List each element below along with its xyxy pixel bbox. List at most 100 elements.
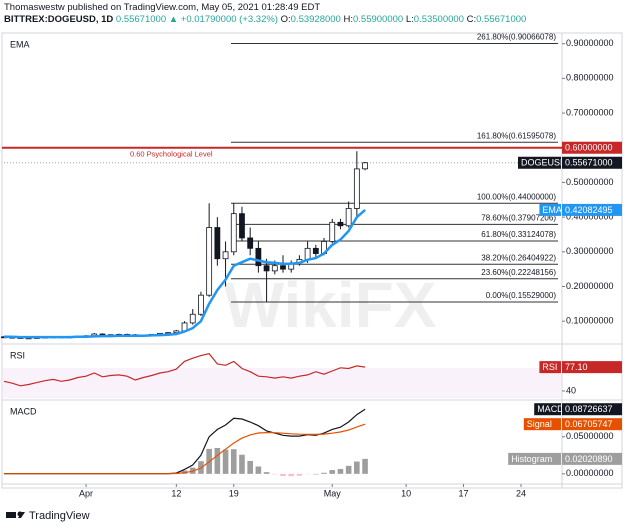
y-tick-label: 0.00000000 <box>566 468 614 478</box>
y-tick-label: 0.20000000 <box>566 281 614 291</box>
y-tick-label: 0.05000000 <box>566 431 614 441</box>
series-name-label: RSI <box>542 362 557 372</box>
price-name-label: DOGEUSD <box>521 158 567 168</box>
candle-body <box>173 330 180 334</box>
candle-body <box>329 221 336 242</box>
series-line <box>4 408 366 475</box>
rsi-band <box>2 368 562 398</box>
series-name-label-box <box>539 361 561 374</box>
watermark: WikiFX <box>224 269 437 341</box>
x-tick-label: 19 <box>229 488 239 498</box>
series-name-label-box <box>508 452 561 465</box>
series-value-label: 0.42082495 <box>565 205 613 215</box>
symbol: BITTREX:DOGEUSD, 1D <box>4 14 114 25</box>
quote-line: BITTREX:DOGEUSD, 1D 0.55671000 ▲ +0.0179… <box>4 14 526 26</box>
level-axis-label: 0.60000000 <box>565 143 613 153</box>
ohlc-key: L: <box>405 14 414 25</box>
ohlc-key: C: <box>466 14 477 25</box>
histogram-bar <box>362 458 368 474</box>
candle-body <box>353 168 360 209</box>
candle-body <box>222 251 229 260</box>
x-tick-label: 12 <box>171 488 181 498</box>
histogram-bar <box>337 469 344 474</box>
footer-logo <box>6 511 25 518</box>
series-value-label-box <box>562 418 622 431</box>
histogram-bar <box>280 473 286 476</box>
histogram-bar <box>214 448 221 474</box>
ohlc-key: O: <box>280 14 291 25</box>
y-tick-label: 0.50000000 <box>566 177 614 187</box>
ohlc-value: 0.55671000 <box>476 14 527 25</box>
y-tick-label: 0.80000000 <box>566 73 614 83</box>
series-name-label-box <box>534 403 561 416</box>
ohlc-key: H: <box>343 14 353 25</box>
series-line <box>4 208 366 339</box>
candle-body <box>198 294 204 315</box>
price-name-label-box <box>518 156 561 169</box>
series-name-label: MACD <box>537 404 564 414</box>
logo-shape <box>6 512 16 518</box>
candle-body <box>345 208 352 227</box>
x-tick-label: 17 <box>459 488 469 498</box>
series-line <box>3 353 366 387</box>
x-tick-label: Apr <box>79 488 93 498</box>
series-value-label: 0.08726637 <box>565 404 613 414</box>
candle-body <box>247 237 254 249</box>
series-name-label: Signal <box>527 419 552 429</box>
series-line <box>4 423 366 475</box>
y-tick-label: 40 <box>566 385 576 395</box>
candle-body <box>280 265 286 270</box>
histogram-bar <box>288 473 295 477</box>
histogram-bar <box>222 449 229 474</box>
series-value-label-box <box>562 203 622 216</box>
logo-shape <box>18 512 25 518</box>
histogram-bar <box>296 473 303 476</box>
level-label: 0.60 Psychological Level <box>130 150 213 159</box>
fib-label: 0.00%(0.15529000) <box>486 291 557 300</box>
y-tick-label: 0.90000000 <box>566 38 614 48</box>
y-tick-label: 0.40000000 <box>566 211 614 221</box>
x-tick-label: 10 <box>401 488 411 498</box>
candle-body <box>255 247 262 267</box>
candle-body <box>337 221 344 227</box>
histogram-bar <box>247 460 253 474</box>
fib-label: 100.00%(0.44000000) <box>477 192 557 201</box>
histogram-bar <box>230 449 237 474</box>
series-value-label: 0.06705747 <box>565 419 613 429</box>
change: 0.55671000 ▲ +0.01790000 (+3.32%) <box>115 14 278 25</box>
series-name-label: EMA <box>542 205 562 215</box>
histogram-bar <box>313 473 319 475</box>
histogram-bar <box>239 454 245 474</box>
candle-body <box>304 247 311 260</box>
ohlc-value: 0.53500000 <box>413 14 464 25</box>
candle-body <box>239 213 245 239</box>
header: Thomaswestw published on TradingView.com… <box>4 2 526 26</box>
candle-body <box>214 227 221 260</box>
x-tick-label: 24 <box>516 488 526 498</box>
footer-brand: TradingView <box>29 510 90 522</box>
candle-body <box>206 227 213 296</box>
byline: Thomaswestw published on TradingView.com… <box>4 2 321 13</box>
series-name-label-box <box>523 418 561 431</box>
level-axis-label-box <box>562 141 622 154</box>
fib-label: 161.80%(0.61595078) <box>477 131 557 140</box>
panel-title: EMA <box>10 39 30 49</box>
candle-body <box>189 313 196 324</box>
ohlc-value: 0.55900000 <box>352 14 404 25</box>
histogram-bar <box>321 472 327 474</box>
series-value-label: 0.02020890 <box>565 454 613 464</box>
candle-body <box>271 265 278 272</box>
series-value-label-box <box>562 403 622 416</box>
ohlc-value: 0.53928000 <box>290 14 341 25</box>
frame <box>1 32 623 489</box>
candle-body <box>362 162 368 170</box>
y-tick-label: 0.30000000 <box>566 246 614 256</box>
fib-label: 23.60%(0.22248156) <box>481 268 556 277</box>
y-tick-label: 0.70000000 <box>566 107 614 117</box>
fib-label: 78.60%(0.37907206) <box>481 213 556 222</box>
histogram-bar <box>255 466 262 474</box>
price-value-label: 0.55671000 <box>565 158 613 168</box>
panel-title: MACD <box>10 406 37 416</box>
